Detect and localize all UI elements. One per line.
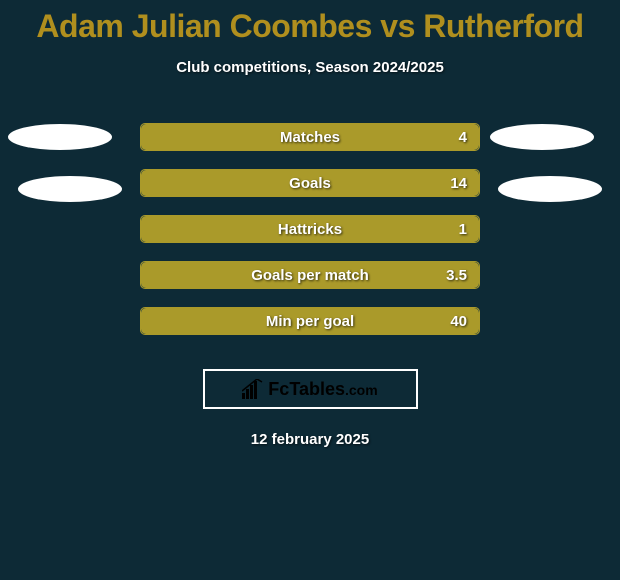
logo-box: FcTables.com: [203, 369, 418, 409]
stat-bar: Matches4: [140, 123, 480, 151]
stat-bar: Hattricks1: [140, 215, 480, 243]
stat-bar: Goals14: [140, 169, 480, 197]
stat-bar: Min per goal40: [140, 307, 480, 335]
stat-bar-fill: [141, 170, 479, 196]
logo-fc: Fc: [268, 379, 289, 400]
stat-bar-fill: [141, 124, 479, 150]
decorative-ellipse: [498, 176, 602, 202]
logo-tables: Tables: [289, 379, 345, 400]
stat-row: Min per goal40: [0, 298, 620, 344]
decorative-ellipse: [8, 124, 112, 150]
stat-bar-fill: [141, 216, 479, 242]
stat-bar-fill: [141, 308, 479, 334]
comparison-card: Adam Julian Coombes vs Rutherford Club c…: [0, 0, 620, 580]
page-title: Adam Julian Coombes vs Rutherford: [0, 0, 620, 45]
date-text: 12 february 2025: [0, 431, 620, 448]
stat-row: Hattricks1: [0, 206, 620, 252]
stat-bar: Goals per match3.5: [140, 261, 480, 289]
decorative-ellipse: [490, 124, 594, 150]
stat-bar-fill: [141, 262, 479, 288]
logo-text: FcTables.com: [268, 379, 377, 400]
logo-com: .com: [345, 382, 378, 398]
stat-row: Goals per match3.5: [0, 252, 620, 298]
decorative-ellipse: [18, 176, 122, 202]
chart-icon: [242, 379, 264, 399]
subtitle: Club competitions, Season 2024/2025: [0, 59, 620, 76]
